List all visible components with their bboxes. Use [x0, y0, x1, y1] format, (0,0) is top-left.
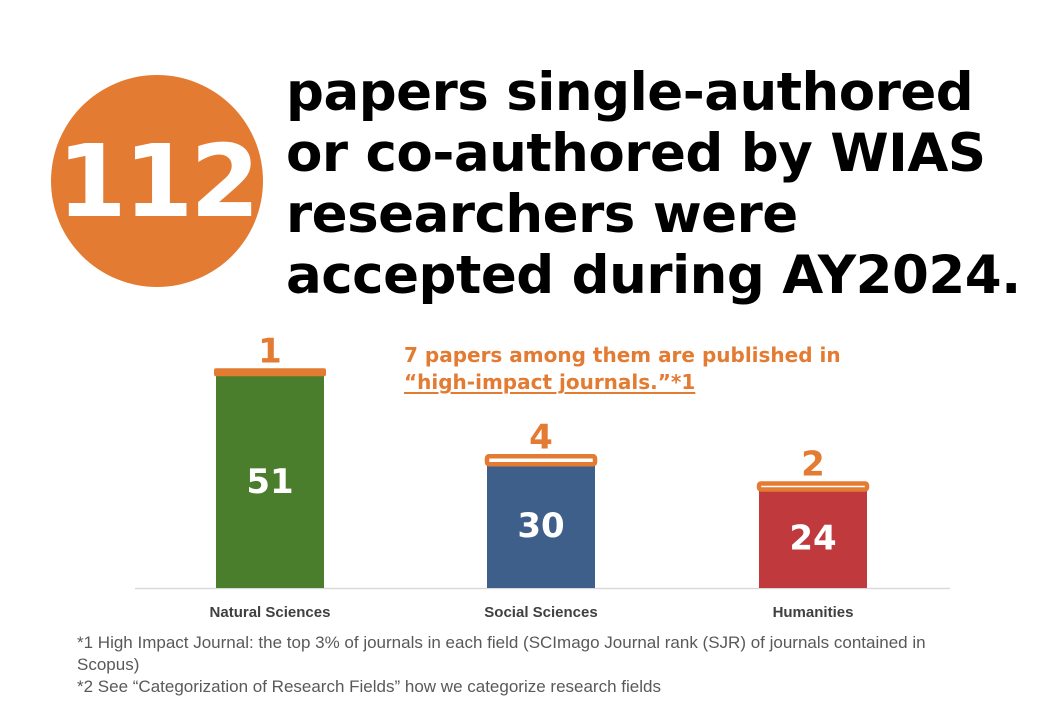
headline-line-4: accepted during AY2024.	[286, 245, 1021, 306]
high-impact-cap-2	[484, 454, 598, 467]
bar-social-sciences	[487, 462, 595, 588]
high-impact-count-label-2: 4	[529, 417, 553, 457]
category-label-3: Humanities	[773, 604, 854, 621]
bar-humanities	[759, 487, 867, 588]
footnotes: *1 High Impact Journal: the top 3% of jo…	[77, 632, 977, 698]
bar-value-label-2: 30	[517, 506, 564, 546]
annotation-line-1: 7 papers among them are published in	[404, 343, 841, 367]
total-count-number: 112	[57, 122, 260, 240]
high-impact-cap-1	[214, 368, 326, 377]
category-label-2: Social Sciences	[484, 604, 597, 621]
total-count-badge: 112	[51, 75, 263, 287]
high-impact-count-label-3: 2	[801, 444, 825, 484]
bar-natural-sciences	[216, 374, 324, 588]
category-label-1: Natural Sciences	[210, 604, 331, 621]
headline-line-2: or co-authored by WIAS	[286, 123, 986, 184]
high-impact-cap-3	[756, 481, 870, 492]
footnote-1: *1 High Impact Journal: the top 3% of jo…	[77, 633, 926, 674]
bar-value-label-3: 24	[789, 519, 836, 559]
annotation-line-2: “high-impact journals.”*1	[404, 370, 696, 394]
headline-line-1: papers single-authored	[286, 62, 974, 123]
headline: papers single-authored or co-authored by…	[286, 62, 1026, 306]
high-impact-count-label-1: 1	[258, 331, 282, 371]
bar-value-label-1: 51	[246, 462, 293, 502]
headline-line-3: researchers were	[286, 184, 798, 245]
footnote-2: *2 See “Categorization of Research Field…	[77, 677, 661, 696]
high-impact-annotation: 7 papers among them are published in “hi…	[404, 342, 924, 396]
